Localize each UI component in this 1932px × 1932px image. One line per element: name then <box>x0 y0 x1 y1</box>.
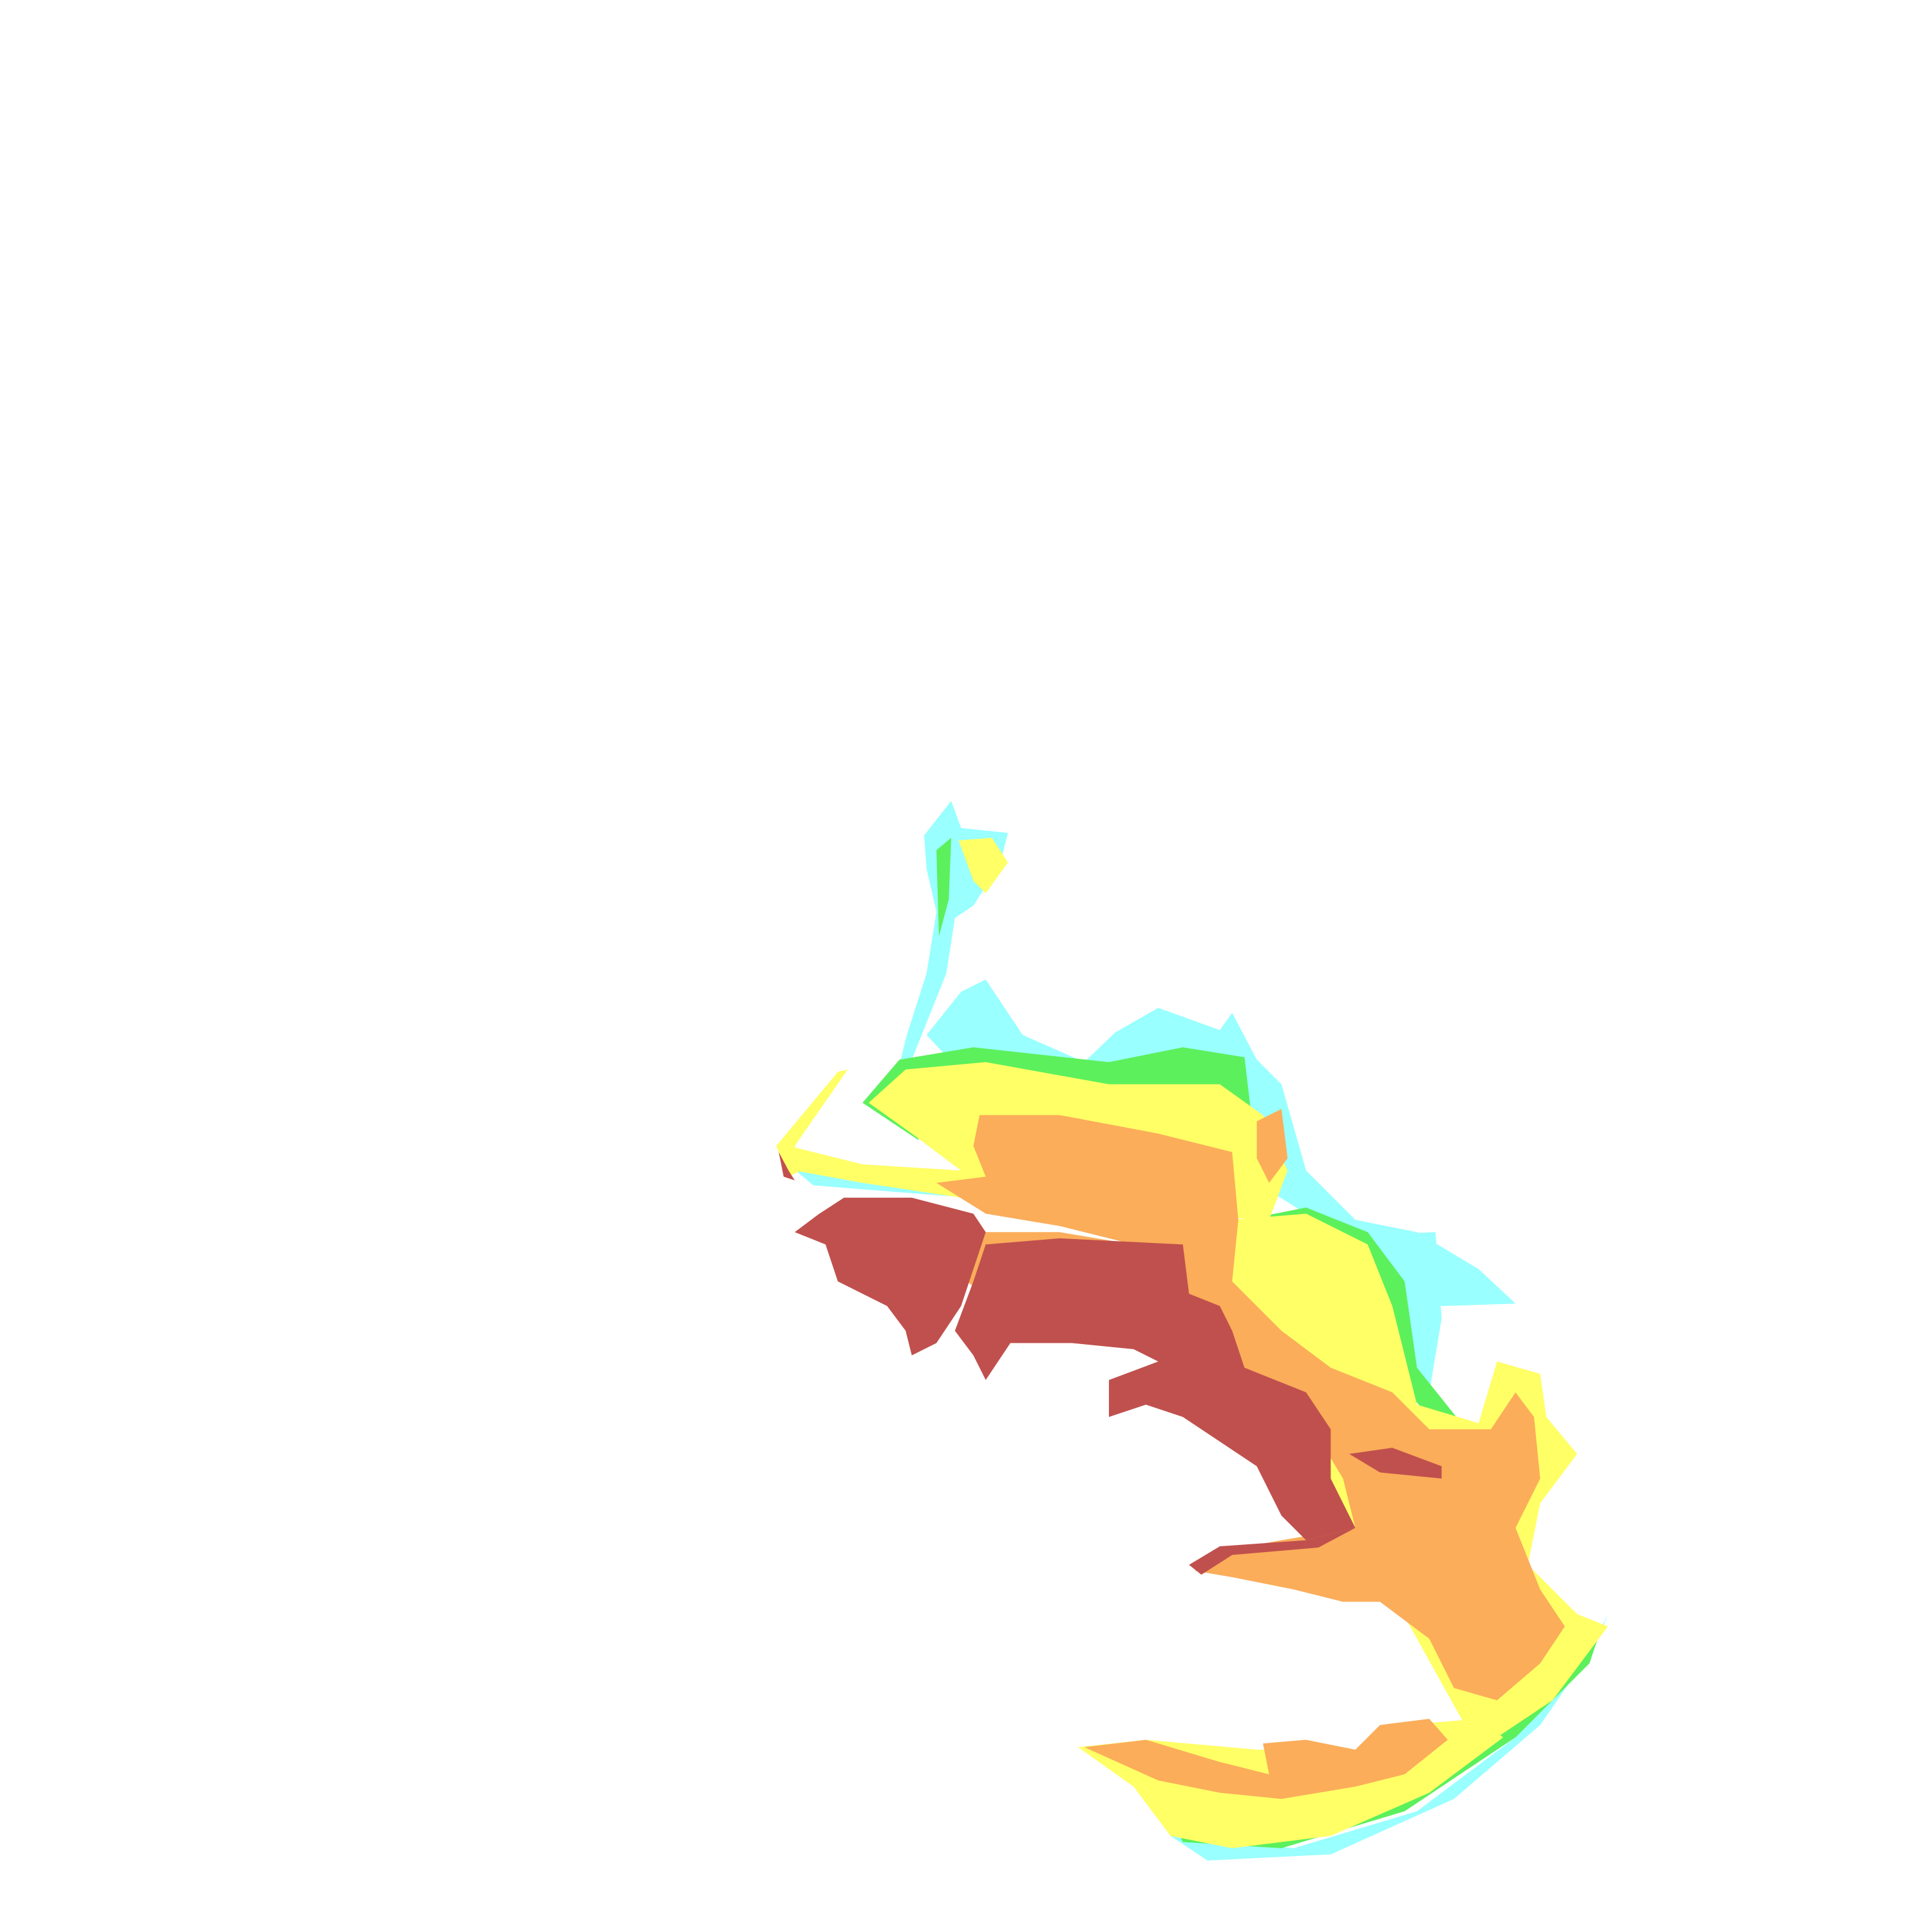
north-arm-yellow <box>958 838 1009 894</box>
south-arc-cyan <box>1170 1614 1608 1861</box>
central-red <box>954 1238 1356 1540</box>
east-red-strip <box>1349 1448 1442 1479</box>
west-spit-yellow <box>776 1069 848 1177</box>
central-orange <box>936 1115 1565 1701</box>
west-spit-red <box>779 1151 795 1180</box>
north-arm-green <box>936 838 952 937</box>
east-orange-patch <box>1256 1108 1288 1183</box>
south-red-strip <box>1189 1528 1356 1575</box>
class-5-zone <box>779 1151 1442 1575</box>
west-red <box>795 1197 986 1356</box>
south-orange <box>1084 1719 1448 1799</box>
